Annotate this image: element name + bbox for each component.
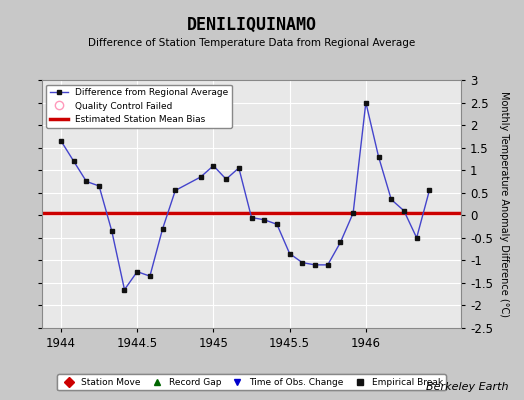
Text: Berkeley Earth: Berkeley Earth [426, 382, 508, 392]
Legend: Station Move, Record Gap, Time of Obs. Change, Empirical Break: Station Move, Record Gap, Time of Obs. C… [57, 374, 446, 390]
Text: DENILIQUINAMO: DENILIQUINAMO [187, 16, 316, 34]
Y-axis label: Monthly Temperature Anomaly Difference (°C): Monthly Temperature Anomaly Difference (… [499, 91, 509, 317]
Text: Difference of Station Temperature Data from Regional Average: Difference of Station Temperature Data f… [88, 38, 415, 48]
